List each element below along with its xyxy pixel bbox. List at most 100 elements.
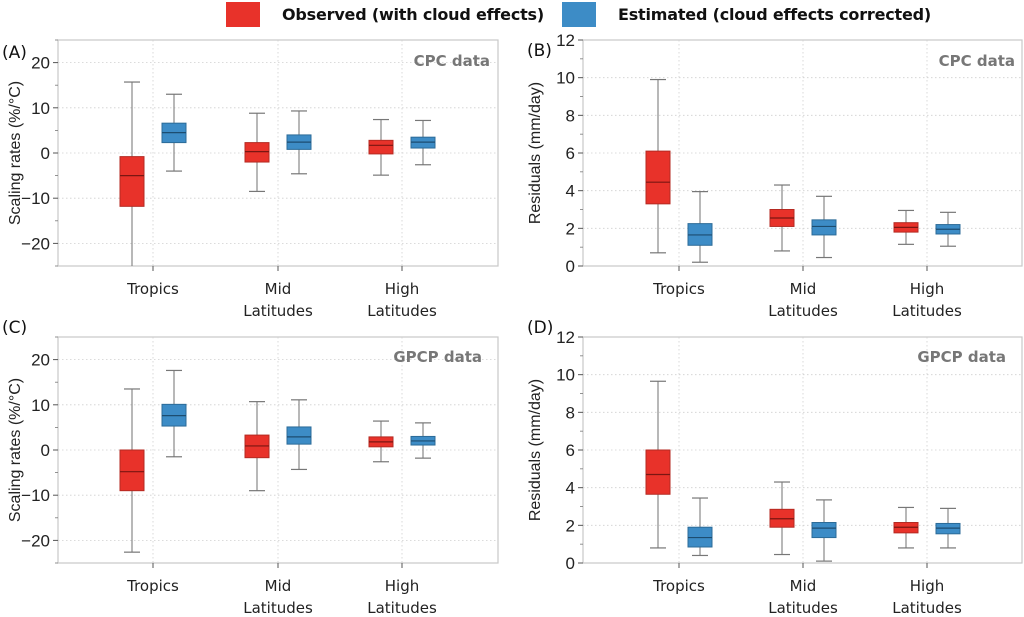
y-tick-label: 0 — [41, 441, 50, 460]
box-observed — [645, 78, 671, 254]
box-iqr — [811, 219, 837, 236]
dataset-annotation: GPCP data — [917, 348, 1006, 366]
legend-label-estimated: Estimated (cloud effects corrected) — [618, 4, 931, 24]
dataset-annotation: CPC data — [414, 52, 490, 70]
y-axis-label: Scaling rates (%/°C) — [7, 81, 24, 225]
box-observed — [119, 388, 145, 553]
panel-letter: (A) — [2, 43, 27, 63]
y-tick-label: 12 — [556, 328, 575, 347]
box-estimated — [410, 119, 436, 166]
y-tick-label: 6 — [566, 441, 575, 460]
y-tick-label: 10 — [556, 69, 575, 88]
box-estimated — [410, 422, 436, 459]
box-iqr — [244, 142, 270, 163]
box-estimated — [687, 191, 713, 263]
y-tick-label: −20 — [21, 234, 50, 253]
box-estimated — [935, 211, 961, 247]
box-iqr — [368, 139, 394, 155]
x-category-label: Latitudes — [768, 302, 838, 320]
y-tick-label: 0 — [566, 554, 575, 573]
y-tick-label: −10 — [21, 486, 50, 505]
y-tick-label: 0 — [566, 257, 575, 276]
x-category-label: Latitudes — [892, 599, 962, 617]
y-axis-label: Residuals (mm/day) — [527, 82, 544, 224]
legend-item-estimated: Estimated (cloud effects corrected) — [562, 0, 931, 28]
panel-letter: (C) — [2, 318, 27, 338]
x-category-label: Latitudes — [243, 599, 313, 617]
x-category-label: Latitudes — [768, 599, 838, 617]
box-observed — [893, 209, 919, 245]
y-tick-label: 10 — [31, 396, 50, 415]
x-category-label: Tropics — [126, 577, 179, 595]
panel-c: −20 −10 0 10 20 Tropics Mid Latitudes High Latitu… — [2, 318, 499, 617]
panel-letter: (B) — [527, 41, 552, 61]
box-observed — [645, 380, 671, 549]
legend-swatch-observed — [226, 1, 260, 27]
box-observed — [368, 420, 394, 463]
x-category-label: Latitudes — [243, 302, 313, 320]
x-category-label: High — [385, 280, 419, 298]
dataset-annotation: CPC data — [939, 52, 1015, 70]
box-estimated — [811, 499, 837, 562]
box-iqr — [645, 150, 671, 205]
box-iqr — [811, 522, 837, 539]
box-estimated — [161, 93, 187, 172]
y-tick-label: 2 — [566, 516, 575, 535]
dataset-annotation: GPCP data — [393, 348, 482, 366]
box-estimated — [811, 195, 837, 259]
x-category-label: Tropics — [652, 280, 705, 298]
x-category-label: Mid — [790, 577, 817, 595]
legend-label-observed: Observed (with cloud effects) — [282, 4, 544, 24]
y-tick-label: −10 — [21, 189, 50, 208]
panel-d: 0 2 4 6 8 10 12 Tropics Mid Latitudes High Latitude… — [527, 318, 1023, 617]
y-tick-label: 0 — [41, 144, 50, 163]
panel-b: 0 2 4 6 8 10 12 Tropics Mid Latitudes High Latitude… — [527, 31, 1023, 320]
box-iqr — [286, 426, 312, 445]
box-estimated — [935, 507, 961, 549]
box-observed — [119, 81, 145, 266]
y-tick-label: 6 — [566, 144, 575, 163]
box-iqr — [645, 449, 671, 495]
y-tick-label: 10 — [31, 99, 50, 118]
legend-item-observed: Observed (with cloud effects) — [226, 0, 544, 28]
box-iqr — [119, 449, 145, 492]
box-estimated — [687, 497, 713, 557]
x-category-label: High — [385, 577, 419, 595]
x-category-label: Mid — [265, 577, 292, 595]
y-tick-label: 2 — [566, 219, 575, 238]
x-category-label: High — [910, 577, 944, 595]
y-tick-label: 12 — [556, 31, 575, 50]
panel-a: −20 −10 0 10 20 Tropics Mid Latitudes High Latitu… — [2, 39, 499, 320]
y-tick-label: 8 — [566, 403, 575, 422]
x-category-label: Mid — [790, 280, 817, 298]
x-category-label: High — [910, 280, 944, 298]
box-observed — [244, 112, 270, 193]
legend: Observed (with cloud effects) Estimated … — [0, 0, 1024, 34]
x-category-label: Mid — [265, 280, 292, 298]
box-estimated — [286, 399, 312, 471]
box-observed — [769, 184, 795, 252]
box-estimated — [286, 110, 312, 175]
legend-swatch-estimated — [562, 1, 596, 27]
box-observed — [244, 401, 270, 492]
box-observed — [769, 481, 795, 556]
box-observed — [893, 506, 919, 549]
x-category-label: Tropics — [652, 577, 705, 595]
x-category-label: Tropics — [126, 280, 179, 298]
y-axis-label: Scaling rates (%/°C) — [7, 378, 24, 522]
y-tick-label: 8 — [566, 106, 575, 125]
panel-letter: (D) — [527, 318, 553, 338]
x-category-label: Latitudes — [892, 302, 962, 320]
x-category-label: Latitudes — [367, 599, 437, 617]
box-observed — [368, 118, 394, 176]
y-tick-label: 20 — [31, 54, 50, 73]
y-tick-label: 10 — [556, 366, 575, 385]
y-tick-label: 4 — [566, 479, 575, 498]
x-category-label: Latitudes — [367, 302, 437, 320]
box-estimated — [161, 369, 187, 458]
y-axis-label: Residuals (mm/day) — [527, 379, 544, 521]
y-tick-label: 4 — [566, 182, 575, 201]
box-iqr — [119, 156, 145, 207]
y-tick-label: 20 — [31, 351, 50, 370]
